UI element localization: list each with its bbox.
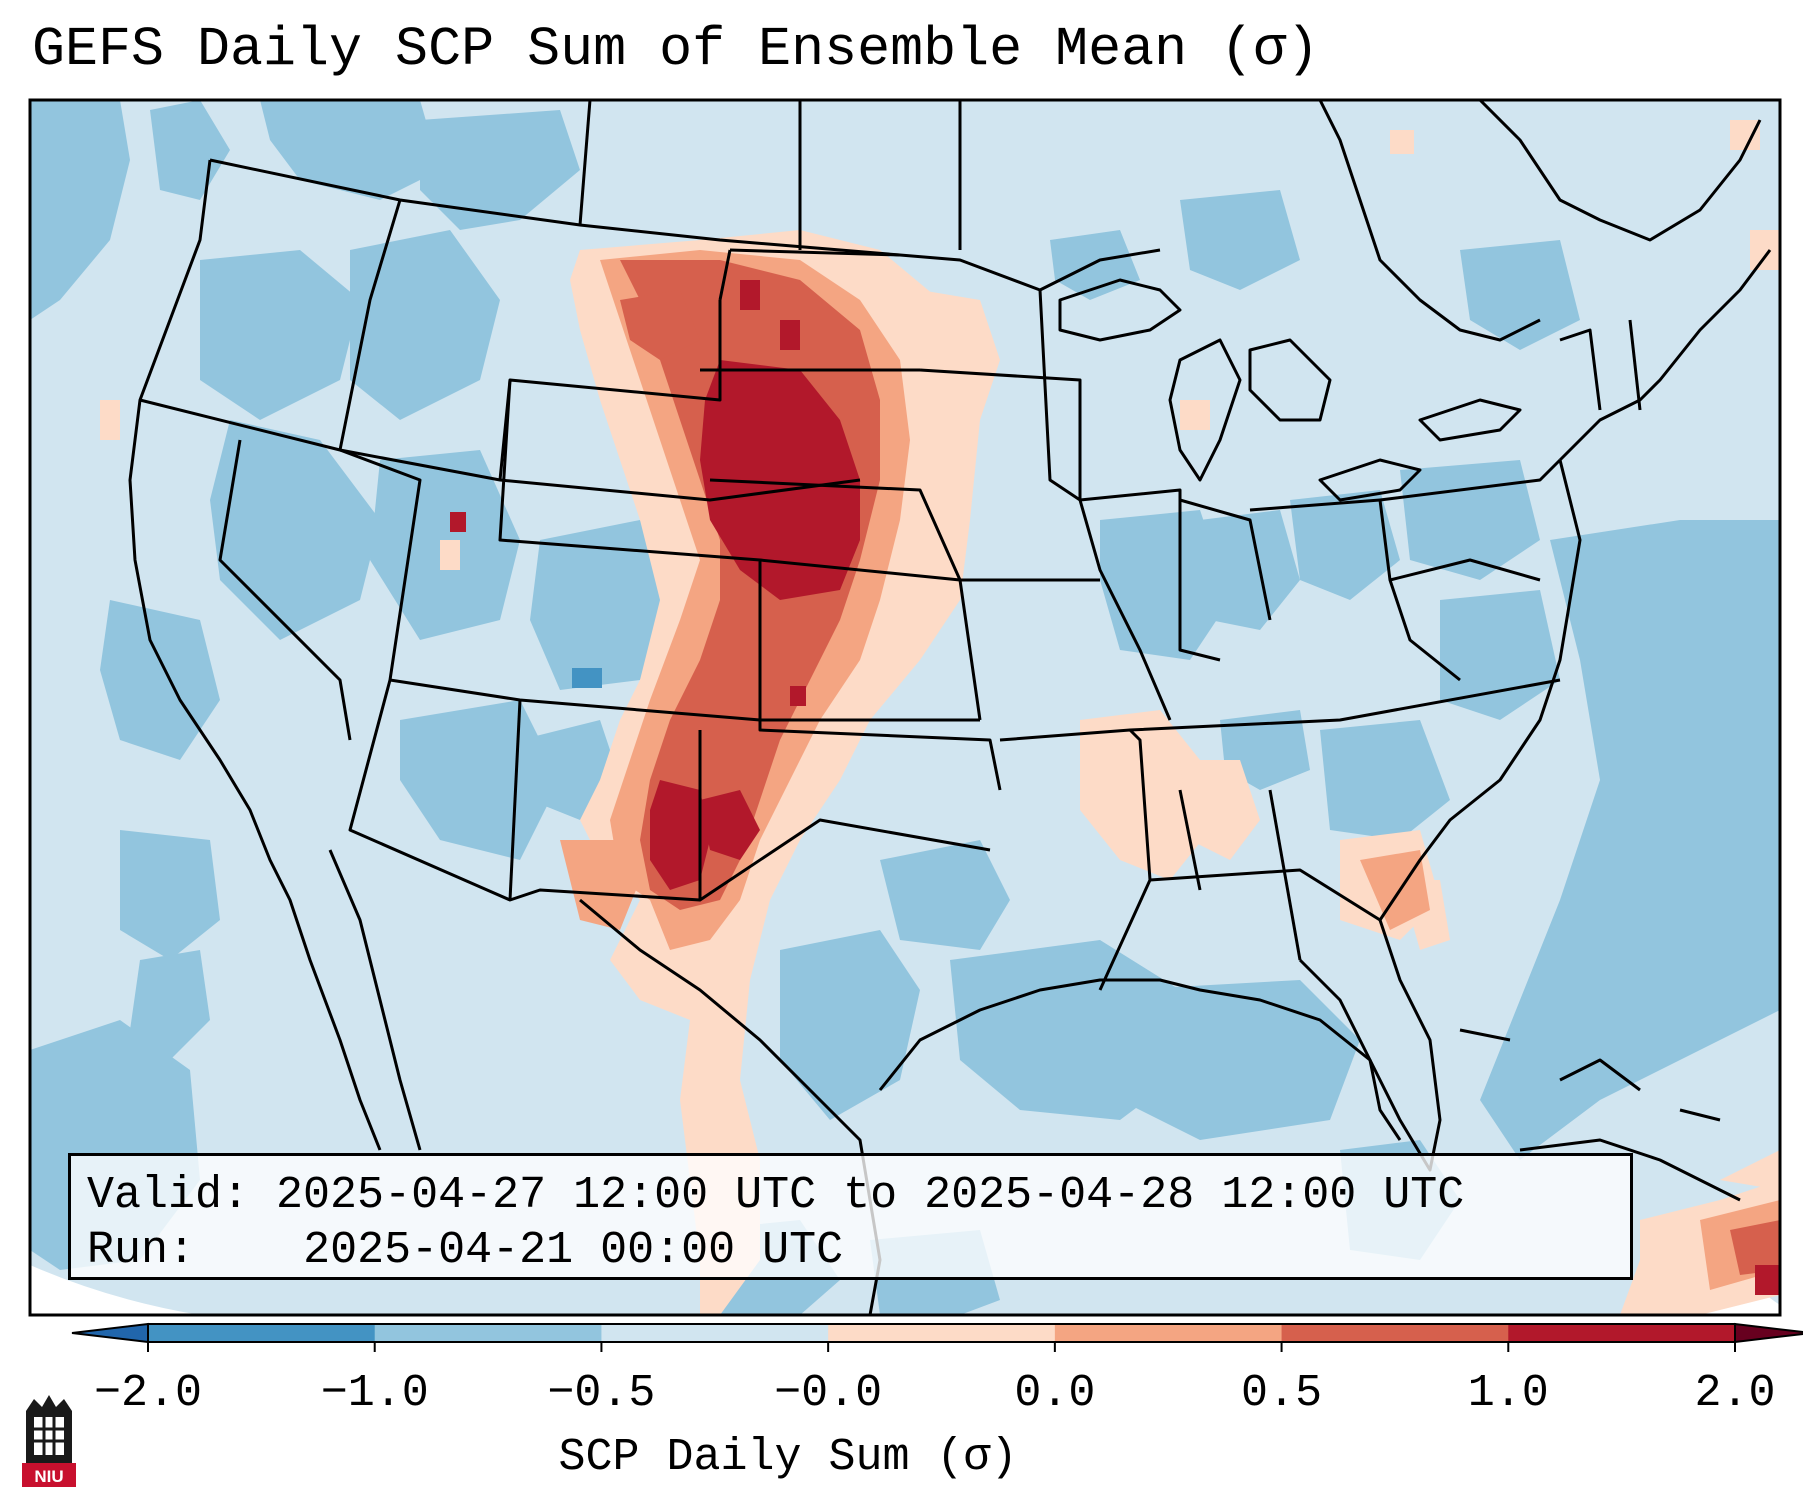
valid-value: 2025-04-27 12:00 UTC to 2025-04-28 12:00… (276, 1170, 1465, 1221)
valid-run-info-box: Valid: 2025-04-27 12:00 UTC to 2025-04-2… (68, 1153, 1633, 1280)
colorbar-label: SCP Daily Sum (σ) (558, 1432, 1018, 1483)
map-title: GEFS Daily SCP Sum of Ensemble Mean (σ) (32, 18, 1320, 81)
colorbar-segment (828, 1324, 1056, 1342)
scp-field (30, 100, 1780, 1315)
colorbar-tick-label: −1.0 (320, 1368, 429, 1419)
colorbar-segment (601, 1324, 829, 1342)
colorbar (71, 1322, 1803, 1352)
colorbar-tick-label: −0.0 (774, 1368, 883, 1419)
strong-negative-patch (572, 668, 602, 688)
valid-label: Valid: (87, 1170, 250, 1221)
colorbar-segment (1054, 1324, 1283, 1342)
colorbar-extend-max (1734, 1322, 1803, 1344)
colorbar-segment (148, 1324, 376, 1342)
colorbar-segment (1508, 1324, 1736, 1342)
run-row: Run: 2025-04-21 00:00 UTC (87, 1223, 1614, 1278)
run-label: Run: (87, 1225, 196, 1276)
valid-row: Valid: 2025-04-27 12:00 UTC to 2025-04-2… (87, 1168, 1614, 1223)
colorbar-segment (1281, 1324, 1509, 1342)
run-value: 2025-04-21 00:00 UTC (303, 1225, 844, 1276)
negative-anomaly-patches (30, 100, 1780, 1315)
colorbar-tick-label: −0.5 (547, 1368, 656, 1419)
colorbar-tick-label: −2.0 (93, 1368, 203, 1419)
colorbar-extend-min (71, 1322, 149, 1344)
map-frame (28, 98, 1782, 1317)
colorbar-tick-label: 2.0 (1694, 1368, 1776, 1419)
colorbar-tick-label: 1.0 (1467, 1368, 1549, 1419)
logo-text: NIU (34, 1467, 63, 1486)
colorbar-tick-label: 0.0 (1014, 1368, 1096, 1419)
colorbar-tick-label: 0.5 (1241, 1368, 1323, 1419)
niu-logo: NIU (22, 1395, 76, 1487)
colorbar-segment (374, 1324, 602, 1342)
borders (128, 100, 1772, 1315)
max-positive-anomaly (450, 280, 1780, 1295)
